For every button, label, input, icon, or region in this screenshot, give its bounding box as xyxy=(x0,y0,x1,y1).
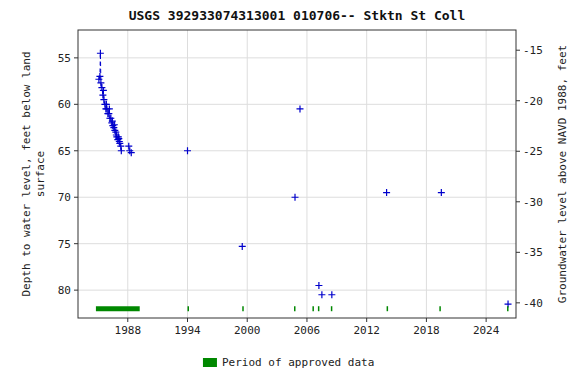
marks xyxy=(95,50,511,309)
y2-axis: -15 -20 -25 -30 -35 -40 xyxy=(516,44,543,310)
scatter-point xyxy=(100,87,107,94)
approved-segment xyxy=(312,306,313,311)
y-axis: 55 60 65 70 75 80 xyxy=(58,52,78,297)
y-tick xyxy=(74,57,78,58)
x-tick xyxy=(486,318,487,322)
y-grid-line xyxy=(78,290,516,291)
chart: 1988 1994 2000 2006 2012 2018 2024 55 60 65 70 75 80… xyxy=(0,0,576,384)
grid xyxy=(78,30,516,318)
y2-tick-label: -25 xyxy=(523,145,543,158)
scatter-point xyxy=(383,189,390,196)
approved-segment xyxy=(318,306,319,311)
scatter-point xyxy=(239,243,246,250)
legend-swatch xyxy=(203,358,217,367)
y-tick-label: 60 xyxy=(58,98,71,111)
legend: Period of approved data xyxy=(203,356,374,369)
y2-tick-label: -20 xyxy=(523,95,543,108)
approved-segment xyxy=(96,306,140,311)
scatter-point xyxy=(292,194,299,201)
scatter-point xyxy=(106,105,113,112)
y-tick-label: 75 xyxy=(58,238,71,251)
x-grid-line xyxy=(486,30,487,318)
y-tick-label: 65 xyxy=(58,145,71,158)
x-tick xyxy=(187,318,188,322)
y2-tick xyxy=(516,302,520,303)
scatter-point xyxy=(438,189,445,196)
approved-segment xyxy=(331,306,332,311)
x-axis: 1988 1994 2000 2006 2012 2018 2024 xyxy=(115,318,500,337)
y-tick-label: 80 xyxy=(58,284,71,297)
y-tick-label: 55 xyxy=(58,52,71,65)
dashed-line xyxy=(99,53,121,151)
x-grid-line xyxy=(366,30,367,318)
y2-tick xyxy=(516,252,520,253)
y-grid-line xyxy=(78,150,516,151)
x-tick xyxy=(306,318,307,322)
y2-tick-label: -30 xyxy=(523,196,543,209)
x-tick-label: 1988 xyxy=(115,324,142,337)
y2-tick-label: -35 xyxy=(523,246,543,259)
x-grid-line xyxy=(187,30,188,318)
y2-tick xyxy=(516,201,520,202)
scatter-point xyxy=(318,291,325,298)
x-grid-line xyxy=(247,30,248,318)
y2-tick-label: -15 xyxy=(523,44,543,57)
scatter-point xyxy=(128,149,135,156)
y-tick-label: 70 xyxy=(58,191,71,204)
x-tick-label: 2024 xyxy=(473,324,500,337)
scatter-point xyxy=(125,143,132,150)
y2-tick xyxy=(516,100,520,101)
y-grid-line xyxy=(78,57,516,58)
approved-segment xyxy=(294,306,295,311)
scatter-point xyxy=(118,147,125,154)
scatter-point xyxy=(184,147,191,154)
x-grid-line xyxy=(426,30,427,318)
y-tick xyxy=(74,150,78,151)
y-tick xyxy=(74,197,78,198)
y2-axis-label: Groundwater level above NAVD 1988, feet xyxy=(556,45,569,303)
y-axis-label: Depth to water level, feet below landsur… xyxy=(20,51,47,296)
y-tick xyxy=(74,243,78,244)
y2-tick xyxy=(516,50,520,51)
y-grid-line xyxy=(78,104,516,105)
x-tick-label: 2018 xyxy=(413,324,440,337)
scatter-point xyxy=(97,79,104,86)
y-axis-label-line: Depth to water level, feet below land xyxy=(20,51,33,296)
approved-segment xyxy=(242,306,243,311)
approved-segment xyxy=(507,306,508,311)
x-tick-label: 1994 xyxy=(174,324,201,337)
x-tick-label: 2006 xyxy=(294,324,321,337)
approved-segment xyxy=(439,306,440,311)
x-tick xyxy=(127,318,128,322)
x-tick xyxy=(247,318,248,322)
y-axis-label-line: surface xyxy=(34,151,47,197)
y-grid-line xyxy=(78,243,516,244)
x-tick-label: 2000 xyxy=(234,324,261,337)
scatter-point xyxy=(96,73,103,80)
scatter-point xyxy=(296,105,303,112)
x-grid-line xyxy=(306,30,307,318)
y-tick xyxy=(74,104,78,105)
legend-label: Period of approved data xyxy=(222,356,374,369)
plot-background xyxy=(78,30,516,318)
approved-segment xyxy=(387,306,388,311)
approved-segment xyxy=(188,306,189,311)
x-grid-line xyxy=(127,30,128,318)
title: USGS 392933074313001 010706-- Stktn St C… xyxy=(129,8,466,23)
scatter-point xyxy=(315,282,322,289)
y-tick xyxy=(74,290,78,291)
x-tick-label: 2012 xyxy=(353,324,380,337)
plot-frame xyxy=(78,30,516,318)
y2-tick-label: -40 xyxy=(523,297,543,310)
x-tick xyxy=(426,318,427,322)
y2-tick xyxy=(516,151,520,152)
scatter-point xyxy=(328,291,335,298)
x-tick xyxy=(366,318,367,322)
scatter-point xyxy=(97,50,104,57)
